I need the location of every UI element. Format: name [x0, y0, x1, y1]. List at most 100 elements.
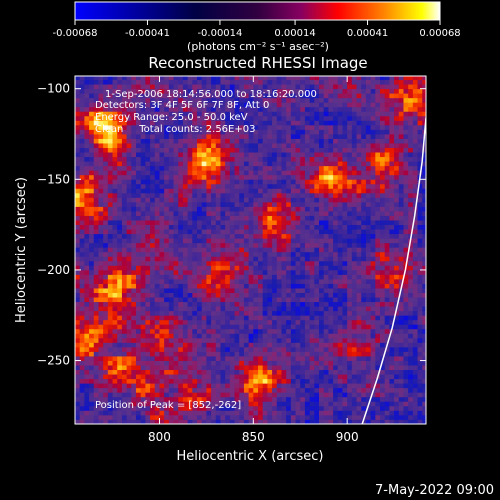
heatmap-cell	[314, 147, 320, 153]
heatmap-cell	[197, 106, 203, 112]
heatmap-cell	[131, 111, 137, 117]
heatmap-cell	[112, 129, 118, 135]
heatmap-cell	[79, 351, 85, 357]
heatmap-cell	[206, 120, 212, 126]
heatmap-cell	[258, 256, 264, 262]
heatmap-cell	[342, 129, 348, 135]
heatmap-cell	[243, 165, 250, 171]
heatmap-cell	[103, 356, 109, 361]
heatmap-cell	[248, 143, 254, 148]
heatmap-cell	[258, 238, 264, 244]
heatmap-cell	[234, 374, 240, 380]
heatmap-cell	[103, 215, 109, 221]
heatmap-cell	[333, 251, 339, 257]
heatmap-cell	[168, 405, 174, 411]
heatmap-cell	[290, 192, 296, 198]
heatmap-cell	[103, 192, 109, 198]
heatmap-cell	[286, 310, 292, 316]
heatmap-cell	[281, 143, 287, 148]
heatmap-cell	[328, 333, 334, 339]
heatmap-cell	[309, 288, 315, 293]
heatmap-cell	[220, 369, 226, 375]
heatmap-cell	[248, 174, 254, 180]
heatmap-cell	[347, 220, 353, 226]
heatmap-cell	[121, 346, 128, 352]
heatmap-cell	[351, 197, 357, 203]
heatmap-cell	[286, 134, 292, 139]
heatmap-cell	[229, 129, 235, 135]
heatmap-cell	[239, 374, 245, 380]
heatmap-cell	[178, 106, 184, 112]
heatmap-cell	[220, 333, 226, 339]
heatmap-cell	[136, 374, 142, 380]
heatmap-cell	[323, 201, 329, 207]
heatmap-cell	[112, 383, 118, 389]
heatmap-cell	[154, 170, 160, 176]
heatmap-cell	[356, 93, 362, 99]
heatmap-cell	[220, 410, 226, 416]
heatmap-cell	[300, 419, 306, 424]
heatmap-cell	[215, 197, 221, 203]
heatmap-cell	[229, 201, 235, 207]
heatmap-cell	[136, 183, 142, 189]
heatmap-cell	[243, 129, 250, 135]
heatmap-cell	[356, 356, 362, 361]
heatmap-cell	[107, 229, 113, 235]
heatmap-cell	[295, 147, 301, 153]
heatmap-cell	[309, 396, 315, 402]
heatmap-cell	[262, 256, 268, 262]
heatmap-cell	[154, 401, 160, 407]
heatmap-cell	[234, 233, 240, 239]
heatmap-cell	[154, 115, 160, 121]
heatmap-cell	[79, 396, 85, 402]
heatmap-cell	[168, 201, 174, 207]
heatmap-cell	[121, 211, 128, 216]
heatmap-cell	[375, 392, 381, 398]
heatmap-cell	[215, 120, 221, 126]
heatmap-cell	[197, 288, 203, 293]
heatmap-cell	[267, 79, 273, 85]
heatmap-cell	[131, 224, 137, 230]
heatmap-cell	[258, 156, 264, 162]
heatmap-cell	[211, 356, 217, 361]
heatmap-cell	[75, 283, 81, 289]
heatmap-cell	[220, 279, 226, 284]
heatmap-cell	[131, 138, 137, 144]
heatmap-cell	[197, 165, 203, 171]
heatmap-cell	[164, 161, 170, 167]
heatmap-cell	[164, 201, 170, 207]
heatmap-cell	[215, 179, 221, 185]
heatmap-cell	[319, 124, 325, 130]
heatmap-cell	[328, 356, 334, 361]
heatmap-cell	[150, 279, 156, 284]
heatmap-cell	[103, 170, 109, 176]
heatmap-cell	[248, 197, 254, 203]
heatmap-cell	[159, 410, 165, 416]
heatmap-cell	[304, 383, 311, 389]
heatmap-cell	[145, 306, 151, 312]
heatmap-cell	[187, 414, 193, 420]
heatmap-cell	[131, 310, 137, 316]
heatmap-cell	[192, 269, 198, 275]
heatmap-cell	[295, 297, 301, 303]
heatmap-cell	[206, 301, 212, 307]
heatmap-cell	[182, 143, 189, 148]
heatmap-cell	[239, 288, 245, 293]
heatmap-cell	[168, 297, 174, 303]
heatmap-cell	[351, 292, 357, 298]
heatmap-cell	[145, 328, 151, 334]
heatmap-cell	[262, 183, 268, 189]
heatmap-cell	[323, 333, 329, 339]
heatmap-cell	[258, 161, 264, 167]
heatmap-cell	[182, 115, 189, 121]
heatmap-cell	[136, 392, 142, 398]
heatmap-cell	[192, 247, 198, 253]
heatmap-cell	[201, 356, 207, 361]
heatmap-cell	[319, 251, 325, 257]
heatmap-cell	[220, 306, 226, 312]
heatmap-cell	[319, 419, 325, 424]
heatmap-cell	[323, 188, 329, 194]
heatmap-cell	[197, 120, 203, 126]
heatmap-cell	[225, 93, 231, 99]
heatmap-cell	[225, 288, 231, 293]
